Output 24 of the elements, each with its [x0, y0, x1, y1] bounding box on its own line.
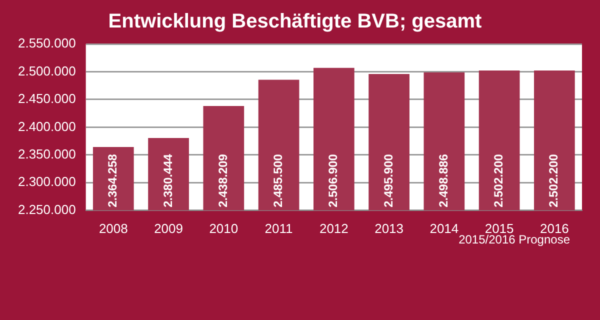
x-tick-label: 2009 [154, 220, 183, 236]
data-label: 2.364.258 [106, 154, 120, 208]
y-tick-label: 2.300.000 [18, 174, 76, 190]
y-tick-label: 2.450.000 [18, 91, 76, 106]
y-tick-label: 2.550.000 [18, 36, 76, 51]
data-label: 2.502.200 [546, 154, 561, 208]
data-label: 2.502.200 [492, 154, 506, 208]
data-label: 2.438.209 [216, 154, 230, 208]
x-tick-label: 2010 [209, 220, 238, 236]
data-label: 2.380.444 [160, 154, 175, 208]
y-tick-label: 2.400.000 [18, 118, 76, 134]
y-tick-label: 2.500.000 [18, 63, 76, 78]
chart-title: Entwicklung Beschäftigte BVB; gesamt [108, 10, 482, 33]
data-label: 2.495.900 [381, 154, 396, 208]
data-label: 2.498.886 [436, 154, 450, 208]
data-label: 2.506.900 [326, 154, 340, 208]
data-label: 2.485.500 [271, 154, 286, 208]
y-tick-label: 2.250.000 [18, 202, 76, 217]
y-tick-label: 2.350.000 [18, 146, 76, 162]
x-tick-label: 2008 [98, 220, 128, 236]
x-tick-label: 2011 [264, 220, 293, 236]
x-tick-label: 2013 [374, 220, 404, 236]
x-tick-label: 2012 [319, 220, 348, 236]
x-tick-label: 2014 [430, 220, 459, 236]
